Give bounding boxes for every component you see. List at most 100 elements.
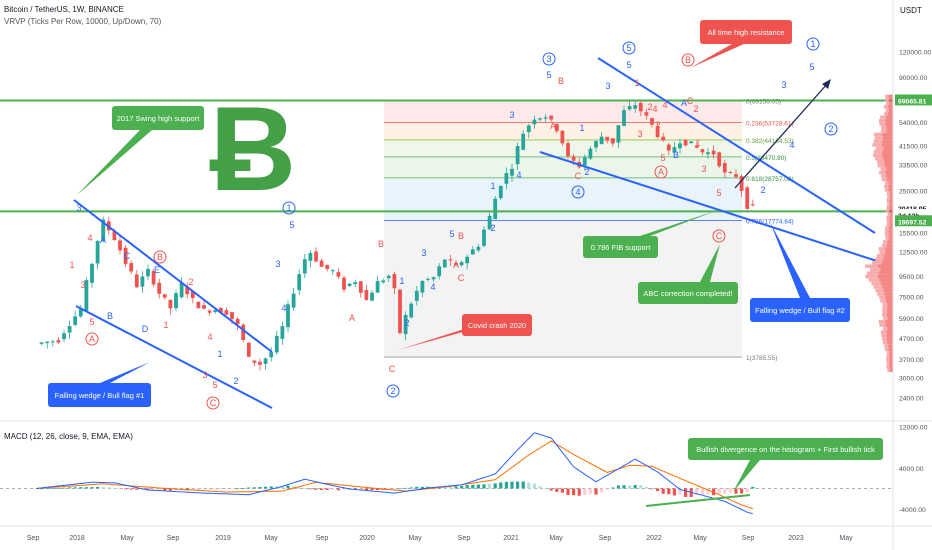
callout-bullish-divergence-text: Bullish divergence on the histogram + Fi…	[696, 445, 875, 454]
volume-profile-bar	[881, 281, 893, 286]
macd-histogram-bar	[454, 486, 458, 489]
macd-histogram-bar	[549, 488, 553, 491]
volume-profile-bar	[879, 170, 886, 175]
candle-body	[129, 263, 134, 272]
candle-body	[644, 112, 649, 116]
candle-body	[442, 259, 447, 268]
wave-circle-red-circle	[153, 250, 167, 264]
macd-histogram-bar	[460, 486, 464, 489]
wave-label: 4	[789, 140, 794, 150]
price-axis-tick: 90000.00	[899, 75, 928, 82]
callout-2017-support-text: 2017 Swing high support	[117, 114, 200, 123]
wave-label: 2	[584, 167, 589, 177]
macd-histogram-bar	[376, 488, 380, 491]
volume-profile-bar	[882, 340, 888, 345]
candle-body	[84, 280, 89, 311]
vrvp-indicator-label[interactable]: VRVP (Ticks Per Row, 10000, Up/Down, 70)	[4, 17, 162, 26]
callout-wedge-2-box	[750, 298, 850, 322]
candle-body	[420, 281, 425, 293]
macd-histogram-bar	[560, 488, 564, 493]
macd-histogram-bar	[644, 486, 648, 489]
macd-histogram-bar	[286, 485, 290, 489]
candle-body	[45, 341, 50, 344]
candle-body	[414, 290, 419, 301]
volume-profile-bar	[889, 205, 893, 210]
macd-histogram-bar	[588, 488, 592, 494]
callout-wedge-2-text: Falling wedge / Bull flag #2	[755, 306, 845, 315]
wave-label: 3	[275, 259, 280, 269]
volume-profile-bar	[885, 98, 889, 102]
volume-profile-bar	[885, 170, 893, 175]
wave-label: 3	[509, 110, 514, 120]
volume-profile-bar	[882, 302, 888, 307]
candle-body	[381, 280, 386, 283]
volume-profile-bar	[877, 274, 893, 279]
macd-histogram-bar	[202, 488, 206, 490]
macd-histogram-bar	[387, 488, 391, 490]
callout-2017-support-tail	[76, 130, 152, 196]
candle-body	[90, 263, 94, 283]
symbol-title[interactable]: Bitcoin / TetherUS, 1W, BINANCE	[4, 5, 124, 14]
volume-profile-bar	[884, 344, 889, 348]
volume-profile-bar	[882, 240, 888, 244]
candle-body	[174, 293, 178, 309]
wave-circle-blue-circle	[806, 37, 820, 51]
macd-indicator-label[interactable]: MACD (12, 26, close, 9, EMA, EMA)	[4, 432, 133, 441]
volume-profile-bar	[883, 257, 893, 262]
candle-body	[745, 187, 750, 209]
candle-body	[101, 219, 106, 242]
wave-circle-blue: 5	[626, 43, 631, 53]
volume-profile-bar	[889, 222, 893, 227]
time-axis-tick: May	[264, 535, 278, 542]
projection-arrow-head	[822, 79, 831, 89]
macd-histogram-bar	[678, 488, 682, 495]
macd-histogram-bar	[320, 488, 324, 491]
macd-histogram-bar	[213, 488, 217, 490]
time-axis-tick: 2022	[646, 535, 662, 542]
wave-circle-red-circle	[85, 332, 99, 346]
volume-profile-bar	[885, 122, 893, 126]
wave-label: 3	[781, 80, 786, 90]
macd-histogram-bar	[639, 485, 643, 489]
candle-body	[370, 292, 374, 301]
macd-histogram-bar	[73, 487, 77, 489]
fib-zone	[384, 156, 742, 178]
volume-profile-bar	[884, 254, 893, 258]
macd-histogram-bar	[516, 481, 520, 489]
macd-histogram-bar	[751, 486, 755, 489]
candle-body	[498, 185, 503, 199]
candle-body	[409, 303, 414, 318]
volume-profile-bar	[876, 254, 885, 258]
volume-profile-bar	[884, 163, 893, 168]
macd-histogram-bar	[555, 488, 559, 492]
volume-profile-bar	[879, 250, 886, 255]
wave-label: 3	[202, 370, 207, 380]
candle-body	[185, 286, 190, 295]
wave-label: 2	[760, 185, 765, 195]
volume-profile-bar	[882, 285, 893, 289]
callout-2017-support-box	[112, 106, 204, 130]
candle-body	[700, 149, 705, 153]
candle-body	[739, 176, 744, 191]
time-axis-tick: 2020	[359, 535, 375, 542]
macd-histogram-bar	[684, 488, 688, 497]
macd-histogram-bar	[157, 488, 161, 491]
volume-profile	[865, 94, 893, 372]
volume-profile-bar	[888, 188, 893, 192]
volume-profile-bar	[888, 347, 893, 352]
candle-body	[50, 341, 55, 343]
volume-profile-bar	[885, 295, 893, 300]
volume-profile-bar	[878, 118, 886, 123]
wave-label: 2	[233, 376, 238, 386]
volume-profile-bar	[882, 337, 888, 341]
volume-profile-bar	[886, 299, 893, 303]
macd-histogram-bar	[280, 486, 284, 489]
macd-histogram-bar	[264, 486, 268, 489]
volume-profile-bar	[885, 115, 893, 119]
macd-histogram-bar	[258, 486, 262, 489]
wedge1-upper-line	[73, 199, 273, 353]
price-axis-tick: 5900.00	[899, 316, 924, 323]
candle-body	[140, 276, 145, 287]
macd-axis-tick: 4000.00	[899, 466, 924, 473]
